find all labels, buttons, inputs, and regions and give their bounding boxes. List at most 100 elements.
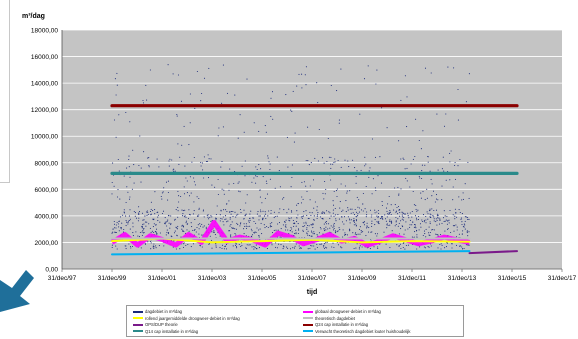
data-point <box>138 213 140 215</box>
data-point <box>433 216 435 218</box>
data-point <box>412 158 414 160</box>
data-point <box>461 221 463 223</box>
data-point <box>468 197 470 199</box>
data-point <box>437 199 439 201</box>
data-point <box>298 229 300 231</box>
data-point <box>208 243 210 245</box>
data-point <box>433 209 435 212</box>
data-point <box>454 218 456 220</box>
data-point <box>374 224 376 226</box>
data-point <box>362 203 364 205</box>
data-point <box>459 245 461 247</box>
data-point <box>126 186 128 188</box>
data-point <box>445 179 447 181</box>
data-point <box>270 212 272 214</box>
data-point <box>284 229 287 231</box>
data-point <box>307 126 309 128</box>
data-point <box>115 231 117 234</box>
data-point <box>129 121 131 123</box>
data-point <box>155 245 157 247</box>
data-point <box>223 224 225 226</box>
data-point <box>400 228 402 230</box>
data-point <box>359 233 361 235</box>
data-point <box>301 181 303 183</box>
data-point <box>145 84 147 86</box>
data-point <box>269 225 271 227</box>
data-point <box>405 221 407 223</box>
data-point <box>129 209 131 211</box>
data-point <box>427 246 429 248</box>
data-point <box>402 226 404 228</box>
data-point <box>182 226 185 228</box>
data-point <box>417 209 419 211</box>
data-point <box>365 227 368 229</box>
data-point <box>457 88 459 91</box>
data-point <box>326 210 328 212</box>
data-point <box>258 215 260 217</box>
data-point <box>210 215 212 217</box>
data-point <box>393 209 395 211</box>
data-point <box>116 72 118 74</box>
data-point <box>255 166 257 168</box>
data-point <box>183 193 186 195</box>
data-point <box>452 199 454 201</box>
data-point <box>358 211 360 213</box>
data-point <box>139 135 141 137</box>
data-point <box>115 136 117 138</box>
data-point <box>291 211 293 213</box>
data-point <box>333 161 335 163</box>
data-point <box>119 198 121 200</box>
data-point <box>196 226 198 229</box>
data-point <box>349 229 351 231</box>
data-point <box>462 192 464 194</box>
data-point <box>131 188 133 190</box>
data-point <box>323 243 326 245</box>
data-point <box>321 243 323 245</box>
data-point <box>460 217 462 219</box>
data-point <box>432 228 434 231</box>
x-tick-label: 31/dec/07 <box>298 275 327 282</box>
data-point <box>366 222 368 224</box>
data-point <box>269 168 271 171</box>
data-point <box>402 157 404 159</box>
data-point <box>401 216 403 218</box>
data-point <box>339 229 341 231</box>
data-point <box>301 217 303 220</box>
data-point <box>416 230 418 232</box>
data-point <box>420 197 422 199</box>
data-point <box>202 210 204 212</box>
data-point <box>432 190 435 192</box>
data-point <box>181 144 183 146</box>
data-point <box>188 230 190 232</box>
data-point <box>141 227 143 229</box>
data-point <box>296 217 298 219</box>
data-point <box>378 223 380 225</box>
data-point <box>167 180 169 182</box>
data-point <box>353 224 355 226</box>
data-point <box>159 232 161 234</box>
data-point <box>415 227 417 229</box>
data-point <box>425 228 427 230</box>
data-point <box>170 215 172 217</box>
data-point <box>215 246 217 248</box>
data-point <box>127 222 129 224</box>
data-point <box>118 226 120 228</box>
data-point <box>255 231 257 233</box>
data-point <box>198 207 200 209</box>
data-point <box>329 212 331 214</box>
data-point <box>317 160 319 162</box>
data-point <box>323 227 325 230</box>
data-point <box>129 245 132 248</box>
data-point <box>415 208 417 210</box>
data-point <box>143 151 145 153</box>
data-point <box>253 246 255 248</box>
data-point <box>241 244 243 247</box>
data-point <box>207 154 209 156</box>
data-point <box>347 209 349 211</box>
data-point <box>301 73 303 75</box>
data-point <box>192 213 194 215</box>
data-point <box>155 224 157 226</box>
data-point <box>170 224 172 226</box>
data-point <box>343 223 345 225</box>
data-point <box>405 244 407 247</box>
